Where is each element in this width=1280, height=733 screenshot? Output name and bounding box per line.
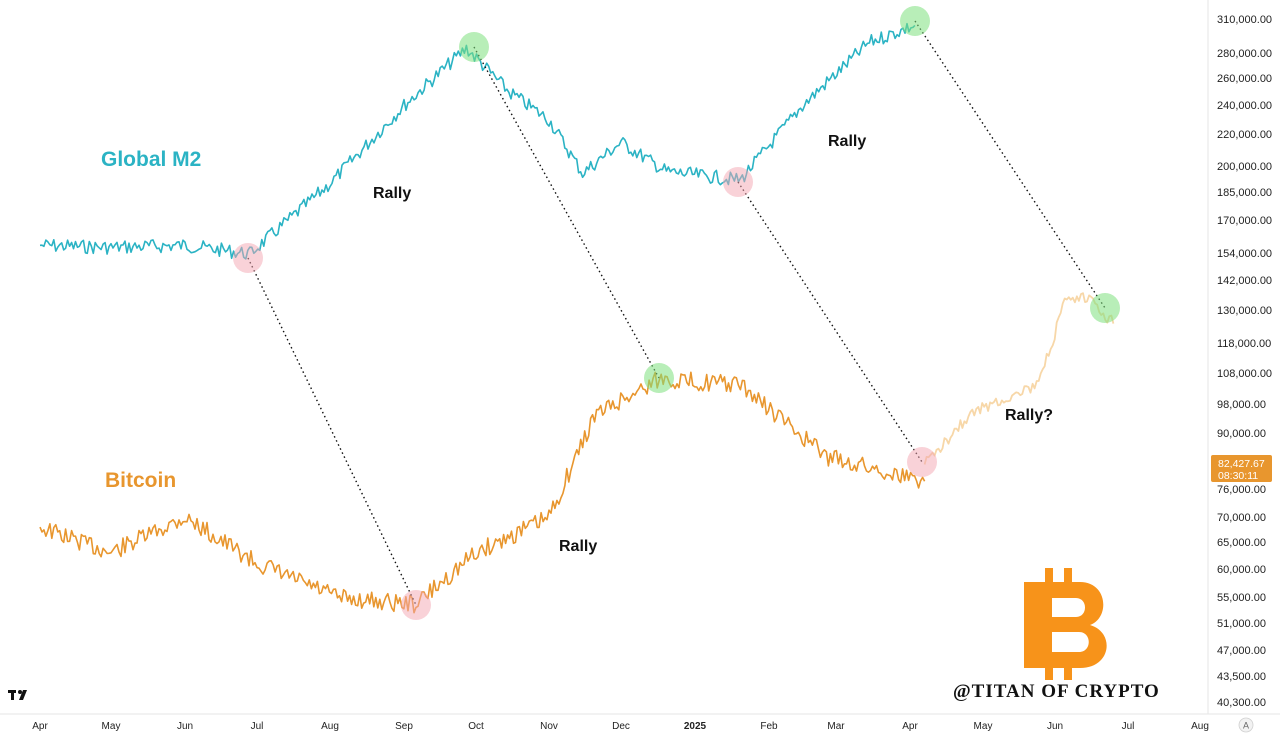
bitcoin-label: Bitcoin — [105, 469, 176, 492]
connector-line — [737, 181, 923, 463]
y-tick-label: 55,000.00 — [1217, 592, 1266, 604]
y-tick-label: 240,000.00 — [1217, 100, 1272, 112]
y-tick-label: 98,000.00 — [1217, 399, 1266, 411]
y-tick-label: 47,000.00 — [1217, 645, 1266, 657]
time-axis: Apr May Jun Jul Aug Sep Oct Nov Dec 2025… — [32, 721, 1209, 732]
current-price-tag: 82,427.67 08:30:11 — [1211, 455, 1272, 482]
rally-annotation: Rally — [373, 185, 411, 202]
y-tick-label: 185,000.00 — [1217, 187, 1272, 199]
connector-lines — [247, 20, 1106, 606]
x-tick-label: Mar — [827, 721, 845, 732]
y-tick-label: 130,000.00 — [1217, 305, 1272, 317]
price-countdown: 08:30:11 — [1218, 470, 1258, 482]
rally-annotation: Rally — [559, 538, 597, 555]
x-tick-label: Apr — [32, 721, 48, 732]
x-tick-label: Feb — [760, 721, 778, 732]
bottom-marker — [907, 447, 937, 477]
rally-annotation: Rally — [828, 133, 866, 150]
y-tick-label: 65,000.00 — [1217, 537, 1266, 549]
top-marker — [900, 6, 930, 36]
y-tick-label: 260,000.00 — [1217, 73, 1272, 85]
top-marker — [644, 363, 674, 393]
x-tick-label: May — [974, 721, 993, 732]
x-tick-label: Dec — [612, 721, 630, 732]
x-tick-label: Jun — [177, 721, 193, 732]
x-tick-label: May — [102, 721, 121, 732]
y-tick-label: 40,300.00 — [1217, 697, 1266, 709]
y-tick-label: 142,000.00 — [1217, 275, 1272, 287]
y-tick-label: 108,000.00 — [1217, 368, 1272, 380]
watermark: @TITAN OF CRYPTO — [953, 681, 1160, 702]
connector-line — [914, 20, 1106, 309]
x-tick-label: Nov — [540, 721, 558, 732]
connector-line — [247, 257, 417, 606]
x-tick-label: Apr — [902, 721, 918, 732]
y-tick-label: 76,000.00 — [1217, 484, 1266, 496]
bottom-marker — [723, 167, 753, 197]
bitcoin-logo — [1024, 568, 1107, 680]
x-tick-label: Sep — [395, 721, 413, 732]
y-tick-label: 60,000.00 — [1217, 564, 1266, 576]
x-tick-label: Aug — [1191, 721, 1209, 732]
y-tick-label: 51,000.00 — [1217, 618, 1266, 630]
x-tick-label: Jun — [1047, 721, 1063, 732]
x-tick-label: Jul — [251, 721, 264, 732]
bitcoin-line — [39, 371, 926, 614]
y-tick-label: 90,000.00 — [1217, 428, 1266, 440]
y-tick-label: 170,000.00 — [1217, 215, 1272, 227]
price-tag-box — [1211, 455, 1272, 482]
top-marker — [1090, 293, 1120, 323]
y-tick-label: 220,000.00 — [1217, 129, 1272, 141]
x-tick-label-year: 2025 — [684, 721, 707, 732]
y-tick-label: 200,000.00 — [1217, 161, 1272, 173]
y-tick-label: 154,000.00 — [1217, 248, 1272, 260]
global-m2-label: Global M2 — [101, 148, 201, 171]
y-tick-label: 310,000.00 — [1217, 14, 1272, 26]
tradingview-logo[interactable] — [8, 690, 27, 700]
auto-scale-button[interactable]: A — [1238, 717, 1254, 733]
connector-line — [473, 46, 660, 379]
y-tick-label: 118,000.00 — [1217, 338, 1271, 350]
y-tick-label: 43,500.00 — [1217, 671, 1266, 683]
turning-point-markers — [233, 6, 1120, 620]
auto-scale-label: A — [1243, 721, 1249, 731]
x-tick-label: Jul — [1122, 721, 1135, 732]
y-tick-label: 280,000.00 — [1217, 48, 1272, 60]
top-marker — [459, 32, 489, 62]
rally-question-annotation: Rally? — [1005, 407, 1053, 424]
price-axis: 310,000.00 280,000.00 260,000.00 240,000… — [1217, 14, 1272, 709]
x-tick-label: Oct — [468, 721, 484, 732]
bottom-marker — [401, 590, 431, 620]
bitcoin-projection-line — [923, 292, 1115, 465]
current-price-value: 82,427.67 — [1218, 458, 1265, 470]
x-tick-label: Aug — [321, 721, 339, 732]
bottom-marker — [233, 243, 263, 273]
y-tick-label: 70,000.00 — [1217, 512, 1266, 524]
